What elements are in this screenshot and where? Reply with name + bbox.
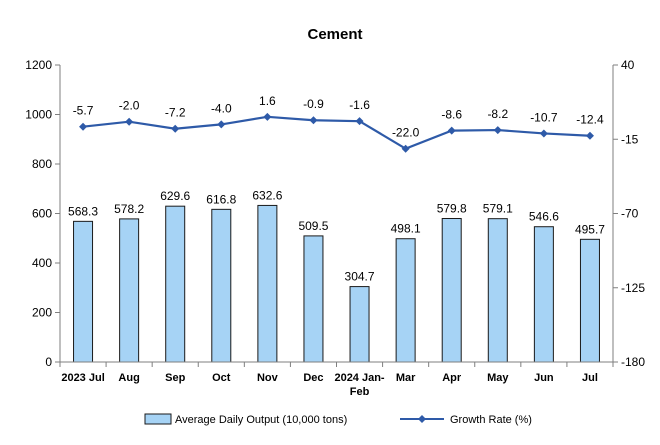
growth-rate-label: -5.7: [73, 104, 94, 118]
growth-rate-marker: [585, 131, 594, 140]
growth-rate-marker: [263, 112, 272, 121]
chart-title: Cement: [307, 26, 362, 43]
growth-rate-label: -4.0: [211, 101, 232, 115]
bar: [579, 238, 600, 363]
growth-rate-marker: [309, 116, 318, 125]
axes-layer: 0 200 400 600 800 1000 1200 -180 -125 -70 -15 40 202…: [25, 58, 645, 398]
x-axis-category-label: Aug: [118, 372, 139, 384]
bar: [395, 238, 416, 363]
bar-value-label: 495.7: [575, 222, 605, 236]
bar: [257, 204, 278, 363]
bar: [533, 226, 554, 363]
right-axis-tick-label: -125: [621, 281, 645, 295]
bar-value-label: 568.3: [68, 204, 98, 218]
growth-rate-label: -12.4: [576, 113, 604, 127]
growth-rate-label: -8.6: [441, 108, 462, 122]
bar: [349, 286, 370, 363]
right-axis-tick-label: -70: [621, 207, 639, 221]
bar: [303, 235, 324, 363]
growth-rate-label: -22.0: [392, 126, 420, 140]
bar-value-label: 579.1: [483, 202, 513, 216]
x-axis-category-label: 2023 Jul: [61, 372, 104, 384]
bar-value-label: 546.6: [529, 210, 559, 224]
growth-rate-marker: [539, 129, 548, 138]
left-axis-tick-label: 1200: [25, 58, 52, 72]
left-axis-tick-label: 0: [45, 355, 52, 369]
bar-value-label: 578.2: [114, 202, 144, 216]
right-axis-tick-label: -15: [621, 132, 639, 146]
x-axis-category-label: Jul: [582, 372, 598, 384]
growth-rate-marker: [171, 124, 180, 133]
growth-rate-label: -0.9: [303, 97, 324, 111]
growth-rate-line: [82, 115, 591, 150]
growth-rate-label: -1.6: [349, 98, 370, 112]
growth-rate-marker: [79, 122, 88, 131]
legend-line-label: Growth Rate (%): [450, 414, 532, 426]
growth-rate-marker: [493, 126, 502, 135]
bar: [119, 218, 140, 363]
x-axis-category-label: Feb: [350, 386, 370, 398]
growth-rate-label: -7.2: [165, 106, 186, 120]
x-axis-category-label: May: [487, 372, 509, 384]
growth-rate-label: -10.7: [530, 110, 558, 124]
growth-rate-label: -2.0: [119, 99, 140, 113]
bar: [165, 205, 186, 363]
x-axis-category-label: Sep: [165, 372, 185, 384]
bar-value-label: 629.6: [160, 189, 190, 203]
growth-rate-label: -8.2: [487, 107, 508, 121]
bar: [73, 220, 94, 363]
growth-rate-marker: [125, 117, 134, 126]
x-axis-category-label: Apr: [442, 372, 462, 384]
x-axis-category-label: Nov: [257, 372, 279, 384]
bar-value-label: 632.6: [252, 188, 282, 202]
x-axis-category-label: Dec: [303, 372, 323, 384]
growth-rate-marker: [355, 117, 364, 126]
x-axis-category-label: Oct: [212, 372, 231, 384]
x-axis-category-label: Jun: [534, 372, 554, 384]
left-axis-tick-label: 800: [32, 157, 52, 171]
bar-value-label: 579.8: [437, 201, 467, 215]
bar-value-label: 304.7: [345, 270, 375, 284]
bar-value-label: 498.1: [391, 222, 421, 236]
legend-bar-swatch: [144, 413, 172, 425]
bar: [487, 218, 508, 363]
growth-rate-label: 1.6: [259, 94, 276, 108]
legend: Average Daily Output (10,000 tons) Growth…: [144, 413, 532, 426]
bar: [441, 217, 462, 363]
left-axis-tick-label: 400: [32, 256, 52, 270]
left-axis-tick-label: 600: [32, 207, 52, 221]
growth-rate-marker: [401, 144, 410, 153]
labels-layer: 568.3 578.2 629.6 616.8 632.6 509.5 304.7 498.1…: [68, 94, 605, 284]
legend-bar-label: Average Daily Output (10,000 tons): [175, 414, 347, 426]
right-axis-tick-label: 40: [621, 58, 635, 72]
line-layer: [79, 112, 594, 153]
growth-rate-marker: [217, 120, 226, 129]
x-axis-category-label: Mar: [396, 372, 416, 384]
growth-rate-marker: [447, 126, 456, 135]
right-axis-tick-label: -180: [621, 355, 645, 369]
x-axis-category-label: 2024 Jan-: [334, 372, 384, 384]
left-axis-tick-label: 200: [32, 306, 52, 320]
legend-line-marker: [418, 415, 426, 423]
bars-layer: [73, 204, 600, 363]
left-axis-tick-label: 1000: [25, 108, 52, 122]
bar: [211, 208, 232, 363]
bar-value-label: 509.5: [298, 219, 328, 233]
bar-value-label: 616.8: [206, 192, 236, 206]
